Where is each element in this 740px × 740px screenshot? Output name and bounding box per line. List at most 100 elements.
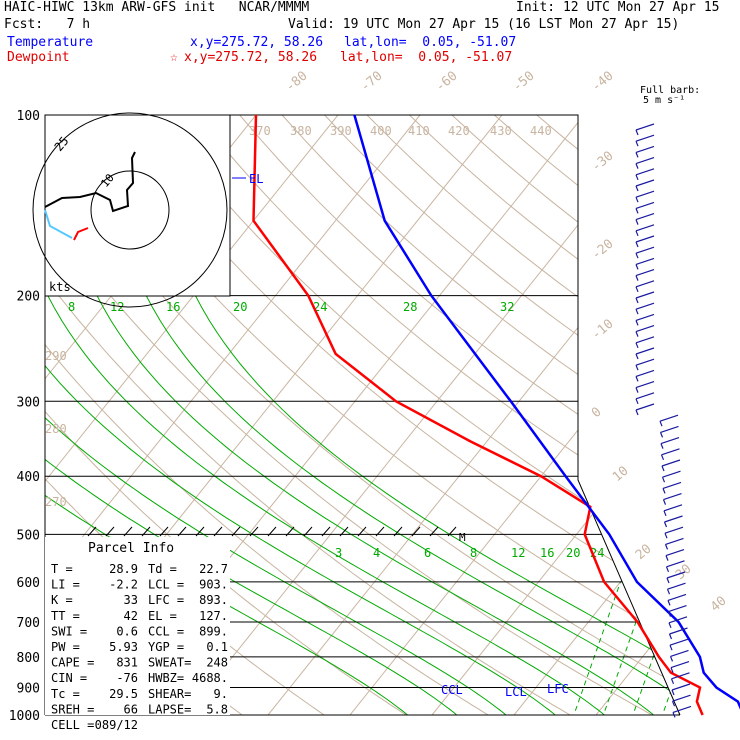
parcel-param-label: SWEAT= <box>148 656 191 670</box>
wind-barb <box>635 157 655 165</box>
wind-barb <box>635 269 655 277</box>
dry-adiabat <box>45 115 510 715</box>
mixing-ratio-label: 20 <box>233 300 247 314</box>
isotherm-label: -40 <box>589 68 617 95</box>
dry-adiabat <box>176 115 680 715</box>
wind-barb <box>635 224 655 232</box>
wind-barb-flag <box>664 544 669 550</box>
wind-barb-flag <box>669 656 674 662</box>
wind-barb <box>670 649 689 657</box>
moist-adiabat <box>45 268 570 715</box>
hodograph-trace-low <box>44 209 73 239</box>
wind-barb <box>662 470 681 478</box>
mixing-ratio-label: 8 <box>68 300 75 314</box>
isotherm-label: -50 <box>510 68 538 95</box>
parcel-param-value: 0.1 <box>206 640 228 654</box>
wind-barb-flag <box>635 342 639 349</box>
hatch-mark <box>159 526 169 537</box>
wind-barb-flag <box>635 297 639 304</box>
wind-barb-flag <box>660 454 665 461</box>
forecast-hour: Fcst: 7 h <box>4 17 91 32</box>
init-time: Init: 12 UTC Mon 27 Apr 15 <box>516 0 720 15</box>
hatch-mark <box>375 526 385 537</box>
theta-label: 420 <box>448 124 470 138</box>
wind-barb <box>635 347 655 355</box>
hatch-mark <box>321 526 331 537</box>
wind-barb <box>663 504 683 512</box>
hatch-mark <box>141 526 151 537</box>
parcel-param-value: -2.2 <box>109 578 138 592</box>
wind-barb <box>664 515 683 523</box>
dry-adiabat <box>258 115 680 715</box>
hatch-mark <box>231 526 241 537</box>
parcel-param-label: CELL = <box>51 718 94 732</box>
wind-barb-flag <box>661 465 665 472</box>
theta-label: 390 <box>330 124 352 138</box>
wind-barb <box>635 313 655 321</box>
wind-barb <box>635 190 655 198</box>
wind-barb-flag <box>667 611 672 617</box>
wind-barb-flag <box>635 230 639 237</box>
wind-barb-flag <box>660 443 664 449</box>
isotherm-line <box>503 115 680 715</box>
dry-adiabat <box>299 115 680 715</box>
isotherm-label: 20 <box>633 542 655 564</box>
wind-barb-flag <box>663 510 667 517</box>
parcel-param-label: CAPE = <box>51 656 94 670</box>
parcel-param-value: 5.8 <box>206 702 228 716</box>
isotherm-label: -30 <box>589 148 617 175</box>
theta-label: 410 <box>408 124 430 138</box>
wind-barb-flag <box>635 376 639 382</box>
parcel-param-label: SWI = <box>51 624 87 638</box>
wind-barb-flag <box>659 420 663 427</box>
parcel-param-value: 248 <box>206 656 228 670</box>
parcel-param-label: CIN = <box>51 671 87 685</box>
wind-barb-flag <box>635 174 639 181</box>
wind-barb-flag <box>635 241 639 248</box>
wind-barb <box>669 627 688 635</box>
parcel-param-label: EL = <box>148 609 177 623</box>
mixing-ratio-label: 28 <box>403 300 417 314</box>
moist-adiabat <box>45 268 619 715</box>
parcel-param-label: K = <box>51 593 73 607</box>
wind-barb-flag <box>635 398 639 405</box>
wind-barb <box>664 526 684 534</box>
mixing-ratio-line <box>657 581 680 715</box>
wind-barb <box>668 616 688 624</box>
wind-barb <box>663 493 682 501</box>
hatch-mark <box>249 526 259 537</box>
hatch-mark <box>285 526 295 537</box>
wind-barb-flag <box>662 499 667 505</box>
wind-barb-flag <box>635 208 639 214</box>
pressure-label: 900 <box>17 682 40 697</box>
wind-barb-flag <box>635 331 639 337</box>
wind-barb <box>635 302 655 310</box>
wind-barb <box>635 369 655 377</box>
hatch-mark <box>411 526 421 537</box>
wind-barb-flag <box>635 286 639 293</box>
wind-barb <box>635 134 655 142</box>
wind-barb <box>659 414 679 422</box>
wind-barb-flag <box>664 532 668 539</box>
lfc-label: LFC <box>547 682 569 696</box>
wind-barb-flag <box>671 689 675 696</box>
wind-barb <box>635 201 655 209</box>
wind-barb <box>672 705 692 713</box>
mixing-ratio-label: 16 <box>540 546 554 560</box>
temperature-xy: x,y=275.72, 58.26 <box>190 35 324 50</box>
parcel-param-value: -76 <box>116 671 138 685</box>
parcel-param-value: 22.7 <box>199 562 228 576</box>
parcel-param-value: 42 <box>124 609 138 623</box>
wind-barb-flag <box>665 566 670 573</box>
theta-label: 370 <box>249 124 271 138</box>
dewpoint-line <box>252 114 704 716</box>
pressure-label: 600 <box>17 576 40 591</box>
parcel-param-value: 903. <box>199 578 228 592</box>
pressure-label: 500 <box>17 528 40 543</box>
dry-adiabat <box>45 115 676 715</box>
dry-adiabat <box>587 115 680 715</box>
hodograph-box <box>44 114 231 297</box>
parcel-param-value: 831 <box>116 656 138 670</box>
wind-barb <box>671 672 690 680</box>
pressure-label: 800 <box>17 651 40 666</box>
